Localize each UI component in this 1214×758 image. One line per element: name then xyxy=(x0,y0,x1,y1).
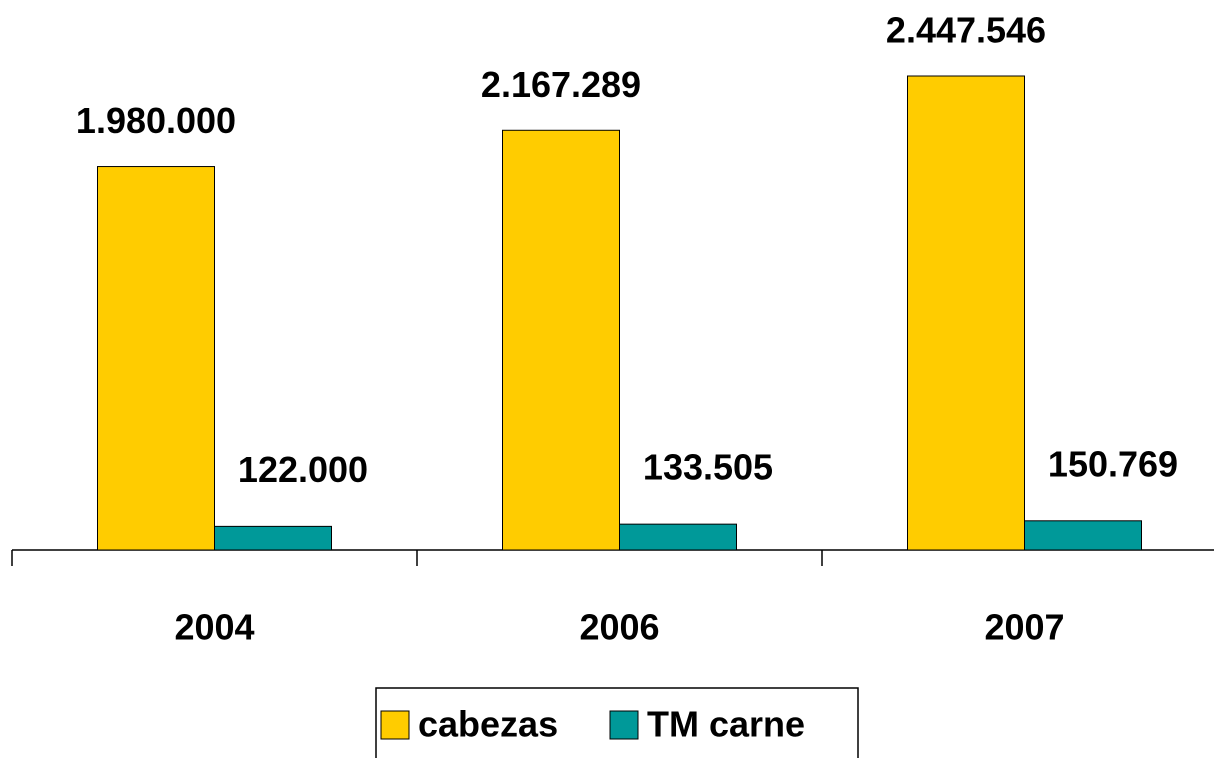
bar xyxy=(502,129,620,551)
data-label: 133.505 xyxy=(643,447,773,488)
bar xyxy=(907,75,1025,551)
x-tick-label: 2004 xyxy=(174,607,254,648)
data-label: 1.980.000 xyxy=(76,100,236,141)
legend-label: cabezas xyxy=(418,704,558,745)
bar xyxy=(1024,520,1142,551)
bar xyxy=(214,525,332,551)
x-tick-label: 2007 xyxy=(984,607,1064,648)
x-tick-label: 2006 xyxy=(579,607,659,648)
legend-swatch xyxy=(609,710,639,740)
legend-swatch xyxy=(380,710,410,740)
data-label: 150.769 xyxy=(1048,443,1178,484)
legend-label: TM carne xyxy=(647,704,805,745)
data-label: 2.167.289 xyxy=(481,64,641,105)
bar xyxy=(619,523,737,551)
bar xyxy=(97,166,215,551)
data-label: 2.447.546 xyxy=(886,10,1046,51)
data-label: 122.000 xyxy=(238,449,368,490)
